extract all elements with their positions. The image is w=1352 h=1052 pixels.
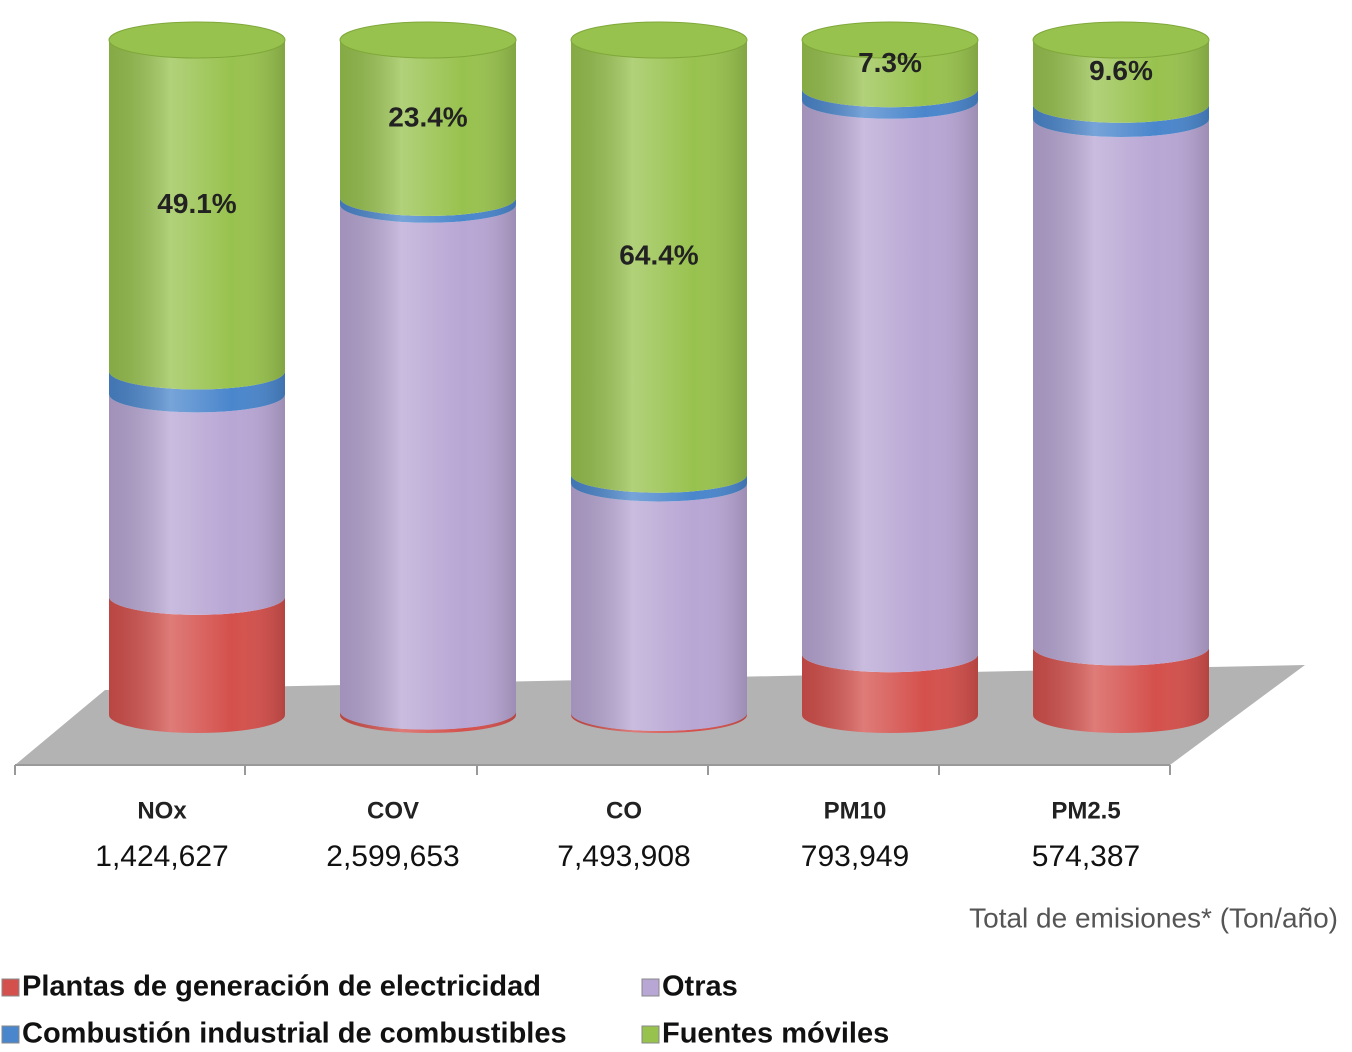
cylinder-shade: [340, 40, 516, 733]
legend-label: Combustión industrial de combustibles: [22, 1018, 567, 1050]
total-label: 2,599,653: [326, 840, 459, 873]
legend-label: Fuentes móviles: [662, 1018, 889, 1050]
legend-label: Otras: [662, 971, 738, 1003]
cylinder-top: [801, 21, 979, 59]
value-label: 49.1%: [157, 188, 236, 219]
cylinder-shade: [571, 40, 747, 733]
legend-swatch: [1, 1025, 20, 1044]
value-label: 64.4%: [619, 240, 698, 271]
cylinder-shade: [802, 40, 978, 733]
x-tick-label: CO: [606, 797, 642, 824]
total-label: 793,949: [801, 840, 909, 873]
legend-swatch: [641, 978, 660, 997]
total-label: 1,424,627: [95, 840, 228, 873]
value-label: 7.3%: [858, 47, 922, 78]
cylinder-top: [339, 21, 517, 59]
totals-note: Total de emisiones* (Ton/año): [969, 902, 1338, 933]
cylinder-top: [570, 21, 748, 59]
cylinder-top: [108, 21, 286, 59]
x-tick-label: NOx: [137, 797, 187, 824]
cylinder-shade: [1033, 40, 1209, 733]
x-axis: [14, 764, 1171, 775]
legend-swatch: [1, 978, 20, 997]
legend-swatch: [641, 1025, 660, 1044]
value-label: 23.4%: [388, 101, 467, 132]
cylinder-shade: [109, 40, 285, 733]
x-tick-label: PM10: [824, 797, 887, 824]
x-tick-label: PM2.5: [1051, 797, 1120, 824]
total-label: 574,387: [1032, 840, 1140, 873]
value-label: 9.6%: [1089, 55, 1153, 86]
cylinder-top: [1032, 21, 1210, 59]
total-label: 7,493,908: [557, 840, 690, 873]
x-tick-label: COV: [367, 797, 419, 824]
legend-label: Plantas de generación de electricidad: [22, 971, 541, 1003]
